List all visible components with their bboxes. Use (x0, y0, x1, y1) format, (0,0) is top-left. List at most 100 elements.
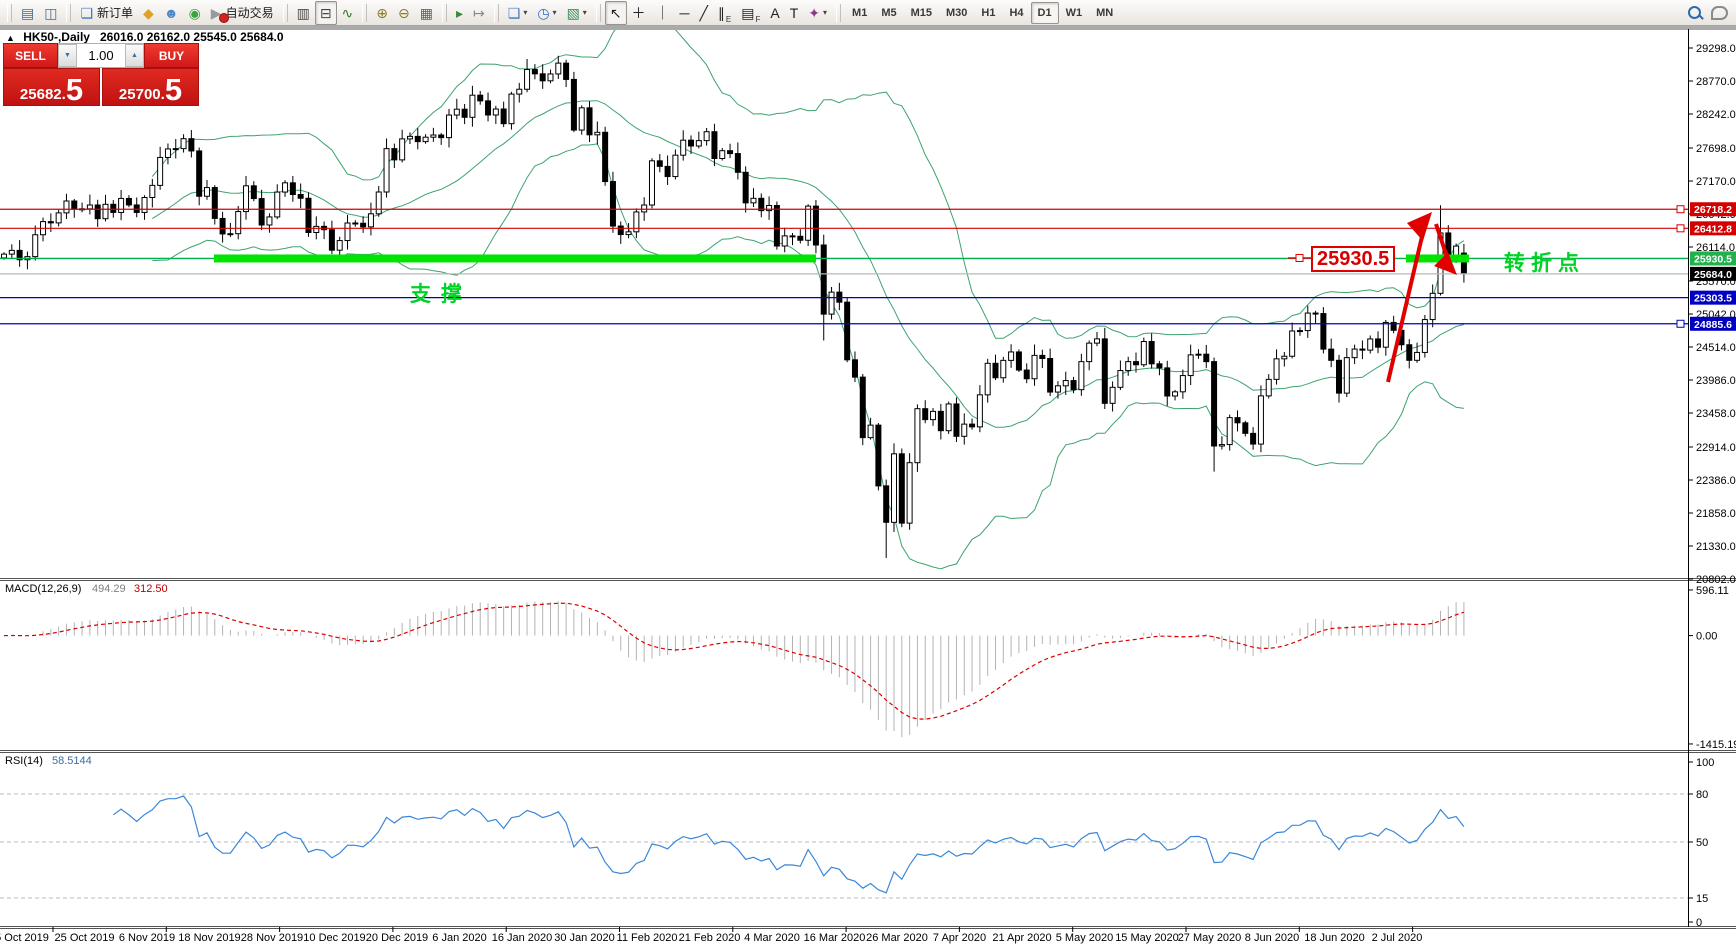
equidistant-channel-button[interactable]: ∥ E (713, 1, 736, 25)
metaeditor-icon: ☻ (163, 4, 179, 21)
timeframe-d1-button[interactable]: D1 (1030, 1, 1059, 24)
support-annotation[interactable]: 支撑 (410, 283, 472, 306)
line-handle[interactable] (1676, 319, 1685, 328)
timeframe-h4-button[interactable]: H4 (1009, 6, 1024, 19)
candle-down (1101, 338, 1108, 404)
candle-down (71, 200, 78, 210)
mql5-community-button[interactable]: ◆ (138, 1, 159, 25)
candlestick-chart-button[interactable]: ⊟ (314, 0, 337, 25)
macd-tick-label: 0.00 (1696, 631, 1717, 643)
timeframe-mn-button[interactable]: MN (1096, 6, 1114, 19)
zoom-in-button[interactable]: ⊕ (371, 1, 393, 25)
tile-windows-button[interactable]: ▦ (415, 1, 438, 25)
price-tick-label: 26114.0 (1696, 242, 1735, 254)
candle-up (375, 191, 382, 215)
candle-up (1, 253, 7, 259)
candle-up (524, 69, 531, 90)
chart-ohlc-values: 26016.0 26162.0 25545.0 25684.0 (100, 30, 284, 44)
candle-up (1414, 351, 1421, 361)
timeframe-m30-button[interactable]: M30 (946, 6, 968, 19)
metaeditor-button[interactable]: ☻ (159, 1, 184, 25)
candle-up (1265, 378, 1272, 397)
candle-up (1125, 361, 1132, 372)
fibonacci-button[interactable]: ▤ F (736, 1, 765, 25)
volume-increase-button[interactable]: ▲ (125, 44, 144, 67)
one-click-trading-panel: SELL ▼ 1.00 ▲ BUY 25682. 5 25700. 5 (3, 43, 199, 106)
market-watch-button[interactable]: ▤ (16, 1, 39, 25)
chart-canvas[interactable]: 29298.028770.028242.027698.027170.026642… (0, 26, 1736, 945)
chart-collapse-icon[interactable]: ▲ (6, 33, 15, 43)
timeframe-m5-button[interactable]: M5 (881, 6, 897, 19)
green-highlight-bar[interactable] (214, 254, 816, 263)
new-order-menu-icon: ❏ (507, 4, 521, 21)
cursor-button[interactable]: ↖ (604, 0, 627, 25)
sell-price-display[interactable]: 25682. 5 (3, 68, 100, 106)
callout-handle[interactable] (1295, 254, 1304, 262)
arrows-tool-button[interactable]: ✦ ▾ (803, 1, 832, 25)
buy-price-display[interactable]: 25700. 5 (102, 68, 199, 106)
new-order-menu-button[interactable]: ❏ ▾ (503, 1, 533, 25)
volume-input[interactable]: 1.00 (88, 48, 114, 63)
up-trend-arrow[interactable] (1386, 227, 1426, 383)
fibonacci-icon: ▤ (741, 4, 755, 21)
candle-down (539, 73, 546, 82)
candle-up (555, 62, 562, 75)
candle-up (383, 148, 390, 193)
candle-down (992, 362, 999, 379)
price-line-chip-label: 25684.0 (1694, 269, 1732, 281)
candle-down (937, 410, 944, 432)
date-label: 5 Oct 2019 (0, 932, 49, 944)
autotrading-button[interactable]: ▶ 自动交易 (206, 1, 279, 25)
candle-down (922, 408, 929, 421)
vertical-line-button[interactable]: ｜ (651, 1, 675, 25)
candle-down (609, 181, 616, 227)
text-label-button[interactable]: T (785, 1, 804, 25)
candle-down (664, 165, 671, 178)
candle-up (945, 403, 952, 432)
chart-shift-button[interactable]: ↦ (468, 1, 490, 25)
candle-up (961, 423, 968, 437)
horizontal-line-button[interactable]: ─ (675, 1, 695, 25)
template-menu-button[interactable]: ▧ ▾ (562, 1, 592, 25)
crosshair-button[interactable]: ＋ (627, 1, 651, 25)
bar-chart-icon: ▥ (296, 4, 310, 21)
candle-up (1226, 417, 1233, 446)
timeframe-m1-button[interactable]: M1 (852, 6, 868, 19)
timeframe-h1-button[interactable]: H1 (981, 6, 996, 19)
equidistant-channel-sub-icon: E (725, 14, 732, 24)
candle-up (750, 197, 757, 204)
text-button[interactable]: A (765, 1, 784, 25)
bar-chart-button[interactable]: ▥ (292, 1, 315, 25)
auto-scroll-button[interactable]: ▸ (451, 1, 468, 25)
toolbar-grip (595, 3, 601, 22)
candle-up (1281, 355, 1288, 360)
candle-up (55, 212, 62, 224)
sell-button[interactable]: SELL (3, 43, 58, 68)
data-window-button[interactable]: ◫ (39, 1, 62, 25)
candle-up (118, 197, 125, 213)
trendline-icon: ╱ (699, 4, 708, 21)
signals-button[interactable]: ◉ (184, 1, 206, 25)
trendline-button[interactable]: ╱ (694, 1, 712, 25)
period-menu-caret-icon: ▾ (552, 8, 557, 17)
chat-button[interactable] (1706, 1, 1733, 25)
price-callout-label[interactable]: 25930.5 (1311, 246, 1396, 272)
candle-up (805, 205, 812, 241)
buy-button[interactable]: BUY (144, 43, 199, 68)
candle-down (352, 222, 359, 225)
turning-point-annotation[interactable]: 转折点 (1504, 252, 1585, 275)
volume-decrease-button[interactable]: ▼ (58, 44, 77, 67)
candle-up (1093, 338, 1100, 344)
line-chart-button[interactable]: ∿ (337, 1, 359, 25)
price-line-chip (1690, 290, 1736, 305)
line-handle[interactable] (1676, 224, 1685, 233)
green-highlight-bar[interactable] (1406, 254, 1469, 263)
search-button[interactable] (1683, 1, 1706, 25)
timeframe-m15-button[interactable]: M15 (910, 6, 932, 19)
candle-up (1304, 312, 1311, 332)
period-menu-button[interactable]: ◷ ▾ (532, 1, 561, 25)
timeframe-w1-button[interactable]: W1 (1065, 6, 1083, 19)
new-order-button[interactable]: ❏ 新订单 (75, 1, 138, 25)
line-handle[interactable] (1676, 205, 1685, 214)
zoom-out-button[interactable]: ⊖ (393, 1, 415, 25)
